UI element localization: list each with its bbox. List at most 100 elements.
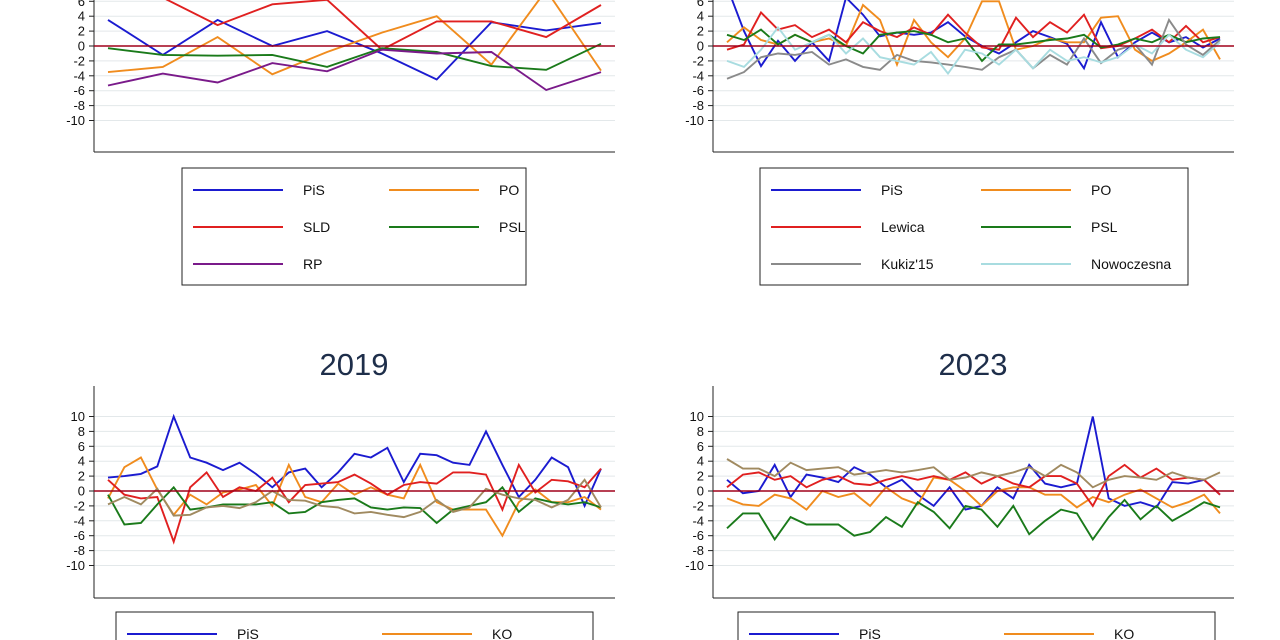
legend: PiS PO Lewica PSL Kukiz'15 Nowoczesna (759, 167, 1189, 286)
y-tick-label: 6 (78, 439, 85, 454)
series-line-unlabeled-3 (726, 498, 1221, 542)
y-tick-label: -10 (685, 558, 704, 573)
legend-label: PO (499, 182, 519, 198)
y-tick-label: 0 (78, 39, 85, 54)
y-tick-label: -2 (73, 498, 85, 513)
legend-label: PO (1091, 182, 1111, 198)
legend-item: PSL (389, 219, 526, 235)
legend-label: PiS (303, 182, 325, 198)
series-line-lewica (726, 10, 1221, 51)
legend-label: PSL (1091, 219, 1118, 235)
legend-label: PiS (859, 626, 881, 640)
legend-item: PiS (771, 182, 903, 198)
legend-item: PiS (127, 626, 259, 640)
legend-item: Kukiz'15 (771, 256, 934, 272)
legend-label: PSL (499, 219, 526, 235)
y-tick-label: -4 (692, 513, 704, 528)
legend-label: Nowoczesna (1091, 256, 1171, 272)
legend-box (737, 611, 1216, 640)
y-tick-label: 2 (78, 469, 85, 484)
series-line-pis (107, 18, 602, 81)
y-tick-label: -2 (692, 498, 704, 513)
series-line-kukiz-15 (726, 17, 1221, 80)
panel-title: 2023 (939, 347, 1008, 382)
y-tick-label: 4 (78, 9, 85, 24)
y-tick-label: -10 (66, 113, 85, 128)
y-tick-label: -6 (73, 83, 85, 98)
series-line-psl (107, 42, 602, 71)
y-tick-label: -4 (692, 68, 704, 83)
legend-label: KO (492, 626, 512, 640)
y-tick-label: 6 (697, 0, 704, 9)
legend-label: PiS (237, 626, 259, 640)
y-tick-label: 8 (78, 424, 85, 439)
y-tick-label: 0 (78, 484, 85, 499)
y-tick-label: 8 (697, 424, 704, 439)
legend-label: PiS (881, 182, 903, 198)
legend-item: Nowoczesna (981, 256, 1171, 272)
legend-label: Kukiz'15 (881, 256, 934, 272)
y-tick-label: 4 (697, 454, 704, 469)
y-tick-label: 0 (697, 484, 704, 499)
series-line-pis (107, 413, 602, 509)
series-line-rp (107, 48, 602, 92)
y-tick-label: 2 (78, 24, 85, 39)
y-tick-label: -8 (73, 543, 85, 558)
legend-item: PSL (981, 219, 1118, 235)
legend-item: PO (981, 182, 1111, 198)
y-tick-label: -6 (73, 528, 85, 543)
legend-item: KO (1004, 626, 1134, 640)
legend: PiS KO (737, 611, 1216, 640)
series-line-psl (726, 28, 1221, 63)
y-tick-label: -8 (73, 98, 85, 113)
legend-item: SLD (193, 219, 330, 235)
legend-label: RP (303, 256, 322, 272)
y-tick-label: -2 (692, 53, 704, 68)
y-tick-label: -6 (692, 83, 704, 98)
legend-item: RP (193, 256, 322, 272)
series-line-unlabeled-4 (107, 478, 602, 519)
legend-label: KO (1114, 626, 1134, 640)
legend-item: Lewica (771, 219, 925, 235)
legend-item: KO (382, 626, 512, 640)
y-tick-label: -6 (692, 528, 704, 543)
y-tick-label: -10 (66, 558, 85, 573)
y-tick-label: -10 (685, 113, 704, 128)
y-tick-label: -8 (692, 543, 704, 558)
y-tick-label: 4 (78, 454, 85, 469)
legend-item: PiS (749, 626, 881, 640)
legend-item: PO (389, 182, 519, 198)
series-line-sld (165, 0, 602, 51)
y-tick-label: 6 (78, 0, 85, 9)
y-tick-label: -4 (73, 513, 85, 528)
y-tick-label: 2 (697, 469, 704, 484)
legend-label: Lewica (881, 219, 925, 235)
y-tick-label: -2 (73, 53, 85, 68)
legend: PiS KO (115, 611, 594, 640)
legend-label: SLD (303, 219, 330, 235)
y-tick-label: 10 (71, 409, 85, 424)
series-line-ko (107, 456, 602, 538)
series-line-unlabeled-2 (726, 463, 1221, 508)
y-tick-label: 10 (690, 409, 704, 424)
legend: PiS PO SLD PSL RP (181, 167, 527, 286)
legend-item: PiS (193, 182, 325, 198)
y-tick-label: 6 (697, 439, 704, 454)
series-line-po (107, 0, 602, 76)
series-line-unlabeled-4 (726, 458, 1221, 489)
y-tick-label: 4 (697, 9, 704, 24)
y-tick-label: 0 (697, 39, 704, 54)
panel-title: 2019 (320, 347, 389, 382)
series-line-unlabeled-3 (107, 485, 602, 526)
series-line-unlabeled-2 (107, 462, 602, 545)
legend-box (115, 611, 594, 640)
y-tick-label: -4 (73, 68, 85, 83)
y-tick-label: 2 (697, 24, 704, 39)
y-tick-label: -8 (692, 98, 704, 113)
series-line-pis (726, 416, 1221, 511)
